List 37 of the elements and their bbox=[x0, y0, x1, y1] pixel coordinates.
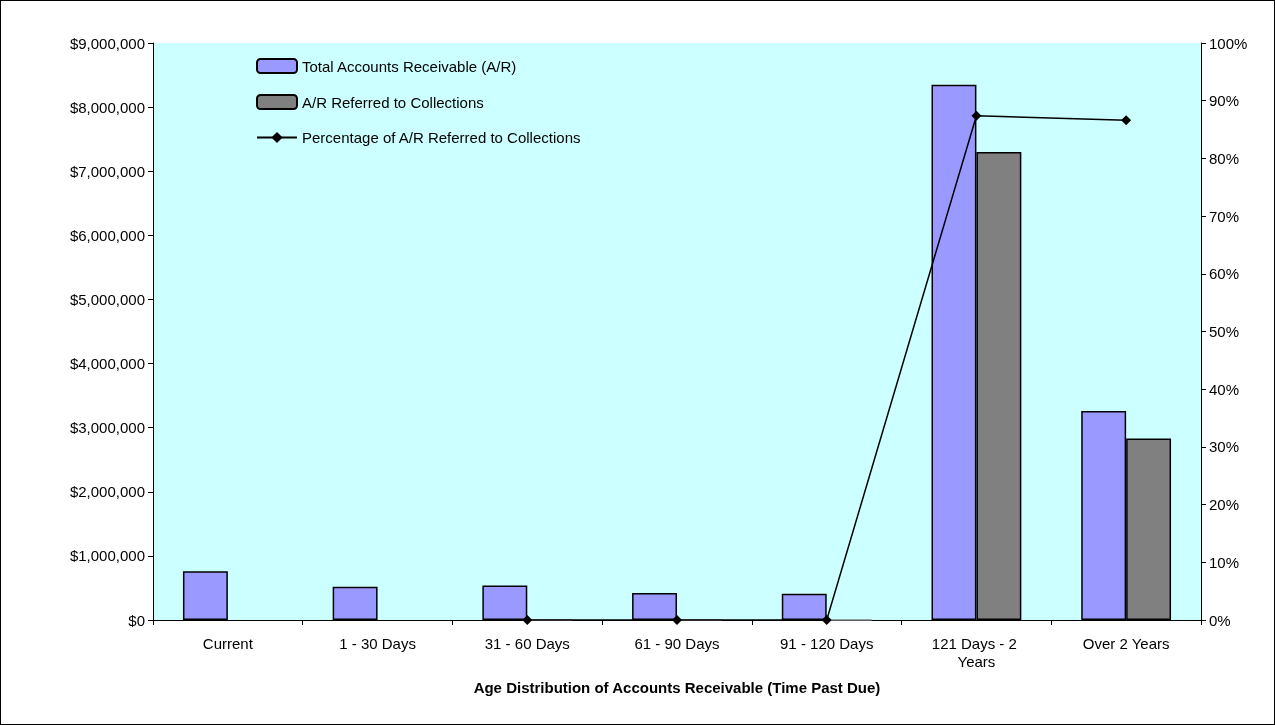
y-tick-label: $7,000,000 bbox=[69, 162, 145, 180]
y2-tick-label: 80% bbox=[1209, 149, 1240, 167]
y2-tick-label: 60% bbox=[1209, 265, 1240, 283]
y-tick-label: $9,000,000 bbox=[69, 34, 145, 52]
y-tick-label: $2,000,000 bbox=[69, 483, 145, 501]
point bbox=[821, 615, 832, 625]
y2-tick-label: 10% bbox=[1209, 553, 1240, 571]
y2-tick-label: 0% bbox=[1209, 611, 1231, 629]
y2-tick-label: 70% bbox=[1209, 207, 1240, 225]
point bbox=[522, 615, 533, 625]
x-axis-title: Age Distribution of Accounts Receivable (Time Past Due) bbox=[473, 679, 881, 696]
y-tick-label: $8,000,000 bbox=[69, 98, 145, 116]
legend-label: Total Accounts Receivable (A/R) bbox=[302, 57, 517, 75]
x-tick-label: 31 - 60 Days bbox=[484, 634, 570, 652]
x-tick-label: 61 - 90 Days bbox=[634, 634, 720, 652]
x-tick-label: 91 - 120 Days bbox=[780, 634, 874, 652]
y2-tick-label: 100% bbox=[1209, 34, 1248, 52]
x-tick-label: 1 - 30 Days bbox=[339, 634, 416, 652]
y-tick-label: $4,000,000 bbox=[69, 355, 145, 373]
legend-label: A/R Referred to Collections bbox=[302, 93, 484, 111]
y-tick-label: $5,000,000 bbox=[69, 290, 145, 308]
y-tick-label: $6,000,000 bbox=[69, 226, 145, 244]
x-tick-label: Current bbox=[202, 634, 254, 652]
y-tick-label: $0 bbox=[128, 611, 145, 629]
point bbox=[1121, 115, 1132, 126]
x-tick-label: Over 2 Years bbox=[1082, 634, 1170, 652]
y2-tick-label: 20% bbox=[1209, 496, 1240, 514]
y2-tick-label: 40% bbox=[1209, 380, 1240, 398]
x-tick-label: 121 Days - 2 Years bbox=[931, 634, 1022, 670]
y-tick-label: $3,000,000 bbox=[69, 419, 145, 437]
point bbox=[672, 615, 682, 625]
y2-tick-label: 90% bbox=[1209, 92, 1240, 110]
legend-label: Percentage of A/R Referred to Collections bbox=[302, 129, 581, 146]
y2-tick-label: 50% bbox=[1209, 323, 1240, 340]
y2-tick-label: 30% bbox=[1209, 438, 1240, 456]
point bbox=[971, 110, 982, 121]
y-tick-label: $1,000,000 bbox=[69, 547, 145, 565]
